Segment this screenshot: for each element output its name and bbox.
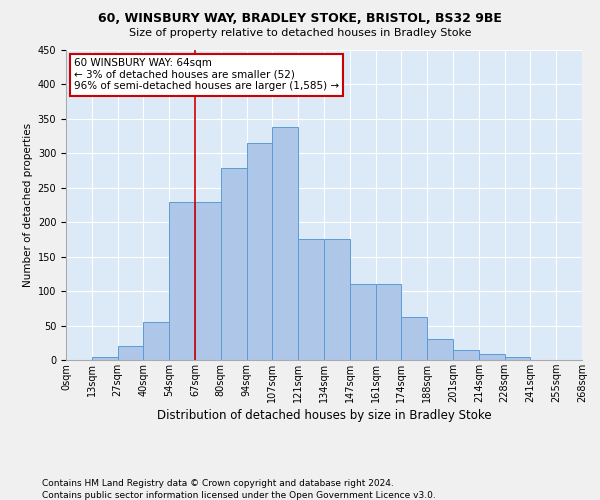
Bar — [298, 240, 324, 360]
Bar — [92, 356, 118, 360]
Bar — [169, 202, 195, 360]
Bar — [505, 356, 530, 360]
Bar — [453, 350, 479, 360]
Bar — [195, 202, 221, 360]
Text: 60, WINSBURY WAY, BRADLEY STOKE, BRISTOL, BS32 9BE: 60, WINSBURY WAY, BRADLEY STOKE, BRISTOL… — [98, 12, 502, 26]
Bar — [376, 284, 401, 360]
Bar — [272, 127, 298, 360]
Bar — [221, 168, 247, 360]
Text: Contains HM Land Registry data © Crown copyright and database right 2024.: Contains HM Land Registry data © Crown c… — [42, 479, 394, 488]
Bar — [324, 240, 350, 360]
X-axis label: Distribution of detached houses by size in Bradley Stoke: Distribution of detached houses by size … — [157, 409, 491, 422]
Text: Contains public sector information licensed under the Open Government Licence v3: Contains public sector information licen… — [42, 491, 436, 500]
Bar — [350, 284, 376, 360]
Y-axis label: Number of detached properties: Number of detached properties — [23, 123, 34, 287]
Bar — [479, 354, 505, 360]
Bar — [401, 318, 427, 360]
Bar — [247, 143, 272, 360]
Bar — [427, 340, 453, 360]
Text: 60 WINSBURY WAY: 64sqm
← 3% of detached houses are smaller (52)
96% of semi-deta: 60 WINSBURY WAY: 64sqm ← 3% of detached … — [74, 58, 339, 92]
Bar — [118, 346, 143, 360]
Text: Size of property relative to detached houses in Bradley Stoke: Size of property relative to detached ho… — [129, 28, 471, 38]
Bar — [143, 322, 169, 360]
